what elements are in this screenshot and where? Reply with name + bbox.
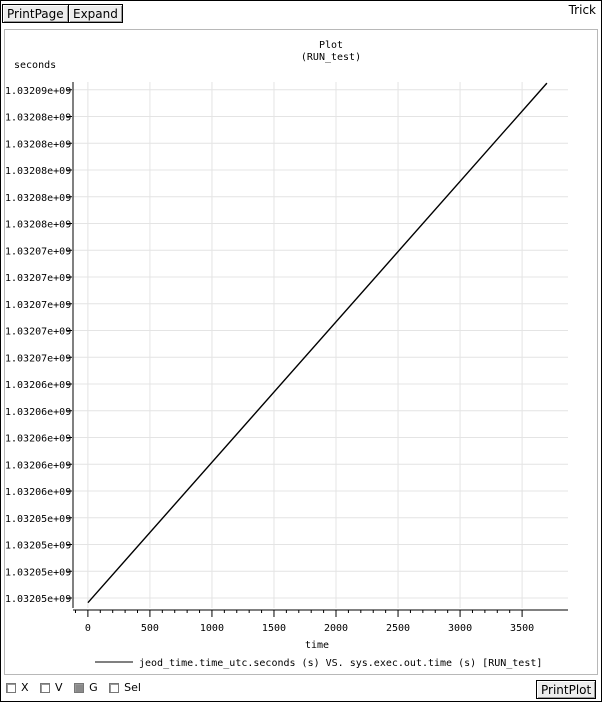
x-tick-label: 2000	[324, 623, 348, 634]
y-tick-label: 1.03208e+09	[5, 166, 71, 177]
legend-entry: jeod_time.time_utc.seconds (s) VS. sys.e…	[139, 658, 542, 669]
x-tick-label: 1500	[262, 623, 286, 634]
y-tick-label: 1.03208e+09	[5, 113, 71, 124]
series-layer	[87, 82, 548, 604]
checkbox-x[interactable]	[6, 682, 16, 693]
chart-title: Plot	[319, 40, 343, 51]
toggle-v-label: V	[55, 681, 63, 694]
plot-panel	[4, 29, 598, 675]
x-tick-label: 3500	[510, 623, 534, 634]
checkbox-g[interactable]	[74, 682, 85, 693]
y-tick-label: 1.03206e+09	[5, 407, 71, 418]
y-tick-label: 1.03207e+09	[5, 273, 71, 284]
y-tick-label: 1.03205e+09	[5, 514, 71, 525]
y-tick-label: 1.03206e+09	[5, 460, 71, 471]
y-tick-label: 1.03205e+09	[5, 594, 71, 605]
y-tick-label: 1.03205e+09	[5, 567, 71, 578]
toggle-g[interactable]: G	[74, 681, 98, 694]
toggle-v[interactable]: V	[40, 681, 63, 694]
toggle-sel-label: Sel	[124, 681, 141, 694]
y-tick-label: 1.03206e+09	[5, 434, 71, 445]
axis-layer: 0 500 1000 1500 2000 2500 3000 3500 1.03205e+09 1…	[5, 82, 568, 634]
x-axis-label: time	[305, 640, 329, 651]
x-tick-label: 2500	[386, 623, 410, 634]
y-tick-label: 1.03208e+09	[5, 139, 71, 150]
toggle-g-label: G	[89, 681, 98, 694]
toggle-x-label: X	[21, 681, 29, 694]
y-tick-label: 1.03207e+09	[5, 300, 71, 311]
y-tick-label: 1.03207e+09	[5, 353, 71, 364]
y-tick-label: 1.03206e+09	[5, 380, 71, 391]
y-tick-label: 1.03209e+09	[5, 86, 71, 97]
toggle-bar: X V G Sel	[6, 681, 149, 696]
y-tick-label: 1.03205e+09	[5, 541, 71, 552]
y-axis-label: seconds	[14, 60, 56, 71]
x-tick-label: 0	[85, 623, 91, 634]
y-tick-label: 1.03207e+09	[5, 246, 71, 257]
chart-subtitle: (RUN_test)	[301, 52, 361, 63]
toggle-x[interactable]: X	[6, 681, 29, 694]
grid-layer	[73, 82, 568, 608]
trick-brand-label: Trick	[568, 3, 596, 17]
y-tick-label: 1.03208e+09	[5, 193, 71, 204]
print-plot-button[interactable]: PrintPlot	[536, 680, 597, 699]
y-tick-label: 1.03207e+09	[5, 327, 71, 338]
x-tick-label: 3000	[448, 623, 472, 634]
expand-button[interactable]: Expand	[68, 4, 123, 23]
y-tick-label: 1.03206e+09	[5, 487, 71, 498]
print-page-button[interactable]: PrintPage	[2, 4, 69, 23]
toggle-sel[interactable]: Sel	[109, 681, 141, 694]
checkbox-v[interactable]	[40, 682, 51, 693]
x-tick-label: 500	[141, 623, 159, 634]
x-tick-label: 1000	[200, 623, 224, 634]
y-tick-label: 1.03208e+09	[5, 220, 71, 231]
series-line	[87, 82, 548, 604]
checkbox-sel[interactable]	[109, 682, 120, 693]
